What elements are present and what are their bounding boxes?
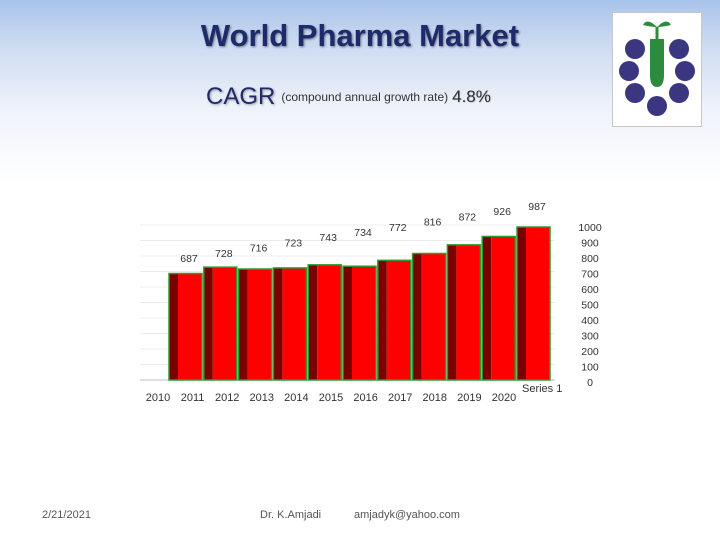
x-tick-2019: 2019 <box>457 392 481 404</box>
bar-2018 <box>446 244 482 381</box>
y-tick-700: 700 <box>581 269 599 281</box>
bar-2020 <box>516 226 551 381</box>
y-tick-400: 400 <box>581 315 599 327</box>
bar-2017 <box>411 252 447 381</box>
value-label-2018: 872 <box>459 211 477 223</box>
x-tick-2013: 2013 <box>250 392 274 404</box>
x-tick-2018: 2018 <box>423 392 447 404</box>
y-tick-0: 0 <box>587 377 593 389</box>
y-tick-900: 900 <box>581 238 599 250</box>
slide-title: World Pharma Market <box>200 18 520 53</box>
value-label-2011: 728 <box>215 248 233 260</box>
value-label-2019: 926 <box>493 206 511 218</box>
chart-bars <box>168 226 551 381</box>
bar-2013 <box>272 267 308 381</box>
bar-2019 <box>481 235 516 381</box>
x-tick-2014: 2014 <box>284 392 308 404</box>
x-tick-2011: 2011 <box>181 392 205 404</box>
cagr-label: CAGR <box>206 83 276 110</box>
x-tick-2016: 2016 <box>353 392 377 404</box>
y-tick-500: 500 <box>581 300 599 312</box>
bar-2016 <box>377 259 412 381</box>
footer-author: Dr. K.Amjadi <box>260 509 322 521</box>
y-tick-200: 200 <box>581 346 599 358</box>
y-tick-600: 600 <box>581 284 599 296</box>
value-label-2020: 987 <box>528 201 546 213</box>
subtitle: CAGR (compound annual growth rate) 4.8% <box>206 83 491 111</box>
x-tick-2020: 2020 <box>492 392 516 404</box>
bar-2011 <box>203 266 238 381</box>
x-tick-2015: 2015 <box>319 392 343 404</box>
bar-2014 <box>307 264 342 381</box>
footer-date: 2/21/2021 <box>42 509 91 521</box>
cagr-rate: 4.8% <box>452 87 491 106</box>
bar-2012 <box>237 268 273 381</box>
y-tick-1000: 1000 <box>578 222 602 234</box>
logo-icon <box>619 21 695 116</box>
value-label-2014: 743 <box>319 232 337 244</box>
legend-series-1: Series 1 <box>522 383 562 395</box>
x-tick-2012: 2012 <box>215 392 239 404</box>
footer-email: amjadyk@yahoo.com <box>354 509 460 521</box>
value-label-2012: 716 <box>250 243 268 255</box>
value-label-2013: 723 <box>285 237 303 249</box>
value-label-2017: 816 <box>424 217 442 229</box>
y-tick-800: 800 <box>581 253 599 265</box>
company-logo <box>612 12 702 127</box>
value-label-2016: 772 <box>389 222 407 234</box>
cagr-description: (compound annual growth rate) <box>281 90 449 104</box>
bar-2010 <box>168 272 203 381</box>
y-tick-100: 100 <box>581 362 599 374</box>
value-label-2015: 734 <box>354 227 372 239</box>
chart-x-labels: 2010 2011 2012 2013 2014 2015 2016 2017 2018 2019… <box>146 392 516 404</box>
x-tick-2017: 2017 <box>388 392 412 404</box>
chart-value-labels: 687 728 716 723 743 734 772 816 872 926 987 <box>180 201 546 265</box>
y-tick-300: 300 <box>581 331 599 343</box>
bar-2015 <box>342 265 377 381</box>
x-tick-2010: 2010 <box>146 392 170 404</box>
value-label-2010: 687 <box>180 253 198 265</box>
